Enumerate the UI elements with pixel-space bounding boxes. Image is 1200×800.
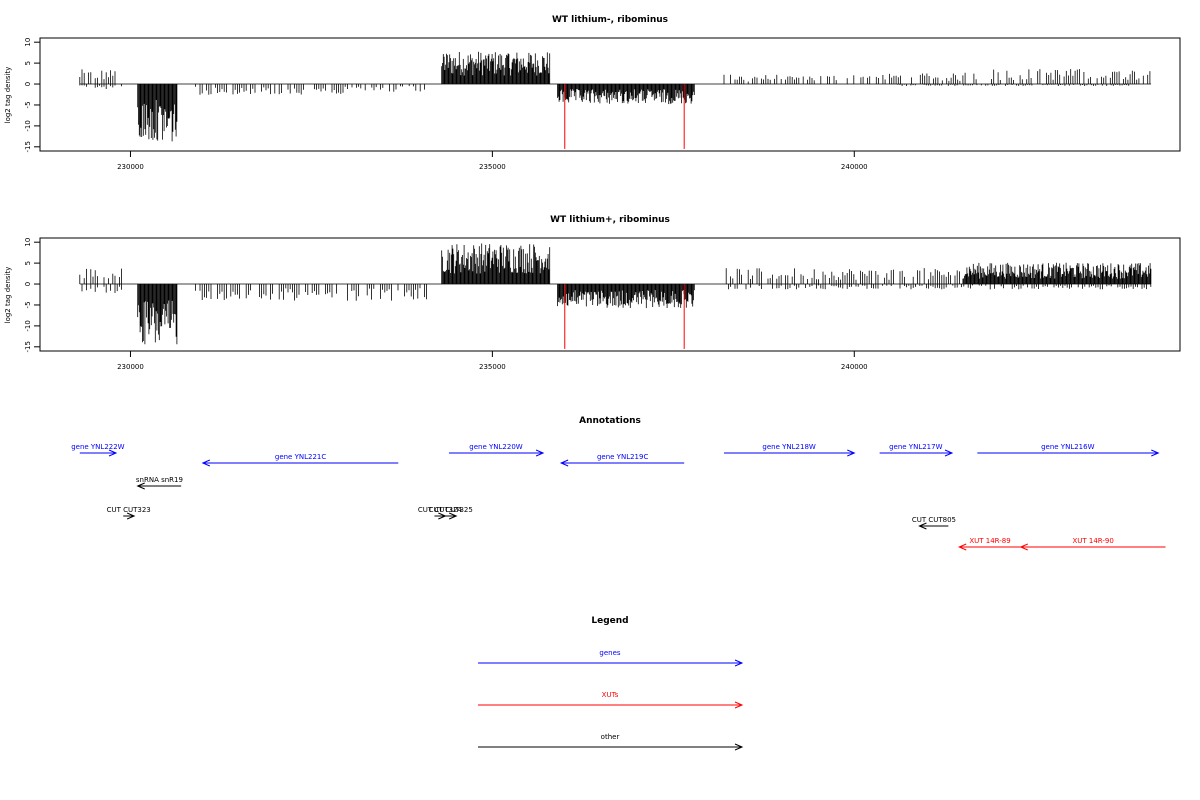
annotation-feature: gene YNL220W	[448, 443, 545, 457]
feature-arrow-arrowhead	[126, 512, 136, 520]
feature-arrow-arrowhead	[847, 449, 856, 457]
y-tick-label: -10	[24, 320, 32, 331]
x-tick-label: 230000	[117, 363, 144, 371]
feature-label: CUT CUT324	[418, 506, 463, 514]
annotation-feature: XUT 14R-89	[957, 537, 1021, 551]
feature-label: gene YNL219C	[597, 453, 648, 461]
legend-label: other	[601, 733, 620, 741]
x-axis: 230000 235000 240000	[117, 351, 868, 371]
plot-frame	[39, 37, 1181, 152]
track-panel-lithium-minus: WT lithium-, ribominus log2 tag density …	[4, 15, 1181, 171]
feature-label: gene YNL222W	[71, 443, 124, 451]
track-panel-lithium-plus: WT lithium+, ribominus log2 tag density …	[4, 215, 1181, 371]
annotation-feature: CUT CUT324	[418, 506, 463, 520]
legend-arrow-arrowhead	[734, 743, 744, 751]
legend-entry: other	[478, 733, 744, 751]
y-tick-label: -5	[24, 301, 32, 308]
x-tick-label: 240000	[841, 163, 868, 171]
annotations-title: Annotations	[579, 416, 641, 426]
legend-label: genes	[599, 649, 620, 657]
feature-label: gene YNL218W	[762, 443, 815, 451]
annotation-feature: gene YNL216W	[977, 443, 1160, 457]
feature-arrow-arrowhead	[1019, 543, 1028, 551]
feature-arrow-arrowhead	[136, 482, 145, 490]
annotation-feature: gene YNL218W	[724, 443, 856, 457]
y-tick-label: 10	[24, 238, 32, 247]
feature-label: gene YNL220W	[469, 443, 522, 451]
plot-frame	[39, 237, 1181, 352]
y-axis-label: log2 tag density	[4, 267, 12, 324]
feature-arrow-arrowhead	[438, 512, 447, 520]
feature-arrow-arrowhead	[957, 543, 967, 551]
legend-entry: XUTs	[478, 691, 744, 709]
feature-label: gene YNL217W	[889, 443, 942, 451]
y-tick-label: 0	[24, 282, 32, 286]
feature-arrow-arrowhead	[944, 449, 954, 457]
feature-arrow-arrowhead	[201, 459, 211, 467]
y-tick-label: 0	[24, 82, 32, 86]
feature-label: snRNA snR19	[136, 476, 183, 484]
feature-arrow-arrowhead	[108, 449, 118, 457]
feature-label: CUT CUT323	[107, 506, 151, 514]
feature-arrow-arrowhead	[535, 449, 545, 457]
y-axis: 10 5 0 -5 -10 -15	[24, 238, 40, 353]
y-tick-label: -15	[24, 341, 32, 352]
y-tick-label: -5	[24, 101, 32, 108]
legend: Legend genes XUTs other	[478, 616, 744, 751]
annotation-feature: CUT CUT805	[912, 516, 956, 530]
y-tick-label: -15	[24, 141, 32, 152]
feature-label: gene YNL216W	[1041, 443, 1094, 451]
x-tick-label: 230000	[117, 163, 144, 171]
legend-entries: genes XUTs other	[478, 649, 744, 751]
signal-bars	[79, 243, 1152, 349]
x-axis: 230000 235000 240000	[117, 151, 868, 171]
annotation-feature: gene YNL221C	[201, 453, 399, 467]
annotations-panel: Annotations gene YNL222W gene YNL221C snRN…	[71, 416, 1166, 551]
legend-arrow-arrowhead	[734, 701, 744, 709]
annotation-feature: CUT CUT325	[429, 506, 473, 520]
feature-label: CUT CUT325	[429, 506, 473, 514]
legend-entry: genes	[478, 649, 744, 667]
feature-arrow-arrowhead	[559, 459, 569, 467]
legend-arrow-arrowhead	[734, 659, 744, 667]
y-tick-label: -10	[24, 120, 32, 131]
panel-title: WT lithium-, ribominus	[552, 15, 668, 25]
signal-bars	[79, 51, 1152, 149]
panel-title: WT lithium+, ribominus	[550, 215, 670, 225]
feature-arrow-arrowhead	[918, 522, 927, 530]
annotation-feature: CUT CUT323	[107, 506, 151, 520]
annotation-features: gene YNL222W gene YNL221C snRNA snR19 CUT C…	[71, 443, 1166, 551]
feature-arrow-arrowhead	[448, 512, 458, 520]
y-axis-label: log2 tag density	[4, 67, 12, 124]
y-tick-label: 5	[24, 261, 32, 265]
legend-label: XUTs	[602, 691, 619, 699]
y-tick-label: 10	[24, 38, 32, 47]
feature-label: XUT 14R-89	[969, 537, 1010, 545]
annotation-feature: gene YNL222W	[71, 443, 125, 457]
annotation-feature: snRNA snR19	[136, 476, 183, 490]
y-tick-label: 5	[24, 61, 32, 65]
x-tick-label: 240000	[841, 363, 868, 371]
annotation-feature: XUT 14R-90	[1019, 537, 1166, 551]
annotation-feature: gene YNL217W	[879, 443, 954, 457]
feature-label: gene YNL221C	[275, 453, 326, 461]
y-axis: 10 5 0 -5 -10 -15	[24, 38, 40, 153]
x-tick-label: 235000	[479, 163, 506, 171]
feature-label: XUT 14R-90	[1072, 537, 1113, 545]
feature-label: CUT CUT805	[912, 516, 956, 524]
feature-arrow-arrowhead	[1151, 449, 1160, 457]
annotation-feature: gene YNL219C	[559, 453, 685, 467]
x-tick-label: 235000	[479, 363, 506, 371]
legend-title: Legend	[591, 616, 628, 626]
